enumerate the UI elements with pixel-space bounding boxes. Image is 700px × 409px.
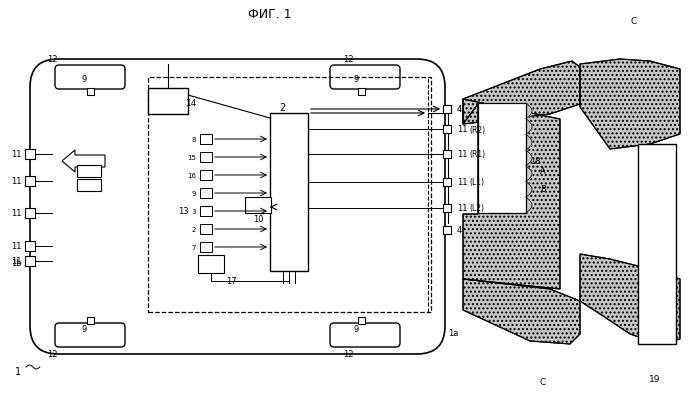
Bar <box>25 241 35 252</box>
Polygon shape <box>463 100 560 289</box>
Polygon shape <box>526 119 532 135</box>
Text: C: C <box>631 18 637 27</box>
Bar <box>443 126 451 134</box>
Text: 7: 7 <box>192 245 196 250</box>
Polygon shape <box>526 198 532 213</box>
Bar <box>25 209 35 218</box>
Text: 11: 11 <box>10 209 21 218</box>
Text: 11: 11 <box>457 178 468 187</box>
Text: 2: 2 <box>279 103 285 113</box>
Text: ФИГ. 1: ФИГ. 1 <box>248 9 292 21</box>
Polygon shape <box>526 166 532 182</box>
Text: 11: 11 <box>10 242 21 251</box>
Bar <box>148 78 431 312</box>
Text: 19: 19 <box>649 375 661 384</box>
Text: 1b: 1b <box>10 258 21 267</box>
Bar <box>443 151 451 159</box>
Bar <box>443 204 451 213</box>
FancyBboxPatch shape <box>330 66 400 90</box>
Text: B: B <box>540 185 546 194</box>
Polygon shape <box>526 182 532 198</box>
Bar <box>200 171 212 180</box>
Text: 11: 11 <box>457 125 468 134</box>
Polygon shape <box>526 135 532 151</box>
Text: 12: 12 <box>47 350 57 359</box>
Bar <box>87 88 94 95</box>
Text: 14: 14 <box>186 98 197 107</box>
Polygon shape <box>526 151 532 166</box>
FancyBboxPatch shape <box>330 323 400 347</box>
Text: 12: 12 <box>343 350 354 359</box>
Bar <box>358 317 365 324</box>
Text: (L1): (L1) <box>469 178 484 187</box>
Polygon shape <box>62 151 105 173</box>
Text: A: A <box>540 167 546 176</box>
Text: 10: 10 <box>253 215 263 224</box>
Text: 15: 15 <box>187 155 196 161</box>
Text: 4: 4 <box>456 105 461 114</box>
Text: 4: 4 <box>456 226 461 235</box>
Text: 11: 11 <box>10 150 21 159</box>
Bar <box>443 179 451 187</box>
Text: 18: 18 <box>530 157 540 166</box>
Bar <box>200 189 212 198</box>
Bar <box>25 256 35 266</box>
Bar <box>148 89 188 115</box>
Bar <box>198 255 224 273</box>
Bar <box>87 317 94 324</box>
Polygon shape <box>463 62 580 125</box>
Text: 17: 17 <box>226 277 237 286</box>
Text: 13: 13 <box>178 207 188 216</box>
Bar <box>200 243 212 252</box>
Bar <box>200 207 212 216</box>
FancyBboxPatch shape <box>30 60 445 354</box>
Bar <box>245 198 271 213</box>
Text: 9: 9 <box>81 325 87 334</box>
FancyBboxPatch shape <box>55 323 125 347</box>
Polygon shape <box>526 104 532 119</box>
Bar <box>358 88 365 95</box>
Bar <box>638 145 676 344</box>
Bar <box>443 227 451 234</box>
Bar <box>25 177 35 187</box>
Text: 11: 11 <box>457 204 468 213</box>
Text: 12: 12 <box>343 55 354 64</box>
Text: 2: 2 <box>192 227 196 232</box>
Bar <box>77 180 101 191</box>
Text: C: C <box>540 378 546 387</box>
Text: 11: 11 <box>10 257 21 266</box>
Text: 11: 11 <box>457 150 468 159</box>
Text: (R1): (R1) <box>469 150 485 159</box>
Bar <box>77 166 101 178</box>
Bar <box>443 106 451 114</box>
Text: (R2): (R2) <box>469 125 485 134</box>
Polygon shape <box>463 279 580 344</box>
Text: (L2): (L2) <box>469 204 484 213</box>
Bar <box>200 135 212 145</box>
Text: 3: 3 <box>192 209 196 214</box>
Text: 9: 9 <box>192 191 196 196</box>
Polygon shape <box>580 60 680 150</box>
Text: 11: 11 <box>10 177 21 186</box>
Bar <box>200 153 212 163</box>
Bar <box>25 150 35 160</box>
Text: 1a: 1a <box>448 329 458 338</box>
Text: 16: 16 <box>187 173 196 179</box>
Text: 1: 1 <box>15 366 21 376</box>
Text: 8: 8 <box>192 137 196 143</box>
FancyBboxPatch shape <box>55 66 125 90</box>
Text: 9: 9 <box>354 325 358 334</box>
Bar <box>200 225 212 234</box>
Polygon shape <box>580 254 680 344</box>
Bar <box>270 114 308 271</box>
Bar <box>478 104 526 213</box>
Text: 9: 9 <box>81 75 87 84</box>
Text: 12: 12 <box>47 55 57 64</box>
Text: 9: 9 <box>354 75 358 84</box>
